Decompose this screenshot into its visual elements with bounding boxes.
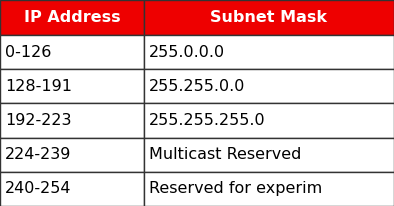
Bar	[144, 35, 394, 69]
Bar	[144, 103, 394, 138]
Bar	[0, 103, 144, 138]
Text: 255.0.0.0: 255.0.0.0	[149, 45, 225, 60]
Text: 0-126: 0-126	[5, 45, 51, 60]
Text: IP Address: IP Address	[24, 10, 120, 25]
Text: 255.255.255.0: 255.255.255.0	[149, 113, 266, 128]
Text: Multicast Reserved: Multicast Reserved	[149, 147, 301, 162]
Bar	[0, 0, 144, 35]
Text: 224-239: 224-239	[5, 147, 71, 162]
Bar	[0, 172, 144, 206]
Text: 255.255.0.0: 255.255.0.0	[149, 79, 245, 94]
Text: 240-254: 240-254	[5, 181, 71, 196]
Bar	[144, 69, 394, 103]
Bar	[144, 138, 394, 172]
Bar	[144, 0, 394, 35]
Bar	[0, 35, 144, 69]
Bar	[0, 69, 144, 103]
Text: 128-191: 128-191	[5, 79, 72, 94]
Text: 192-223: 192-223	[5, 113, 71, 128]
Text: Subnet Mask: Subnet Mask	[210, 10, 327, 25]
Bar	[144, 172, 394, 206]
Text: Reserved for experim: Reserved for experim	[149, 181, 322, 196]
Bar	[0, 138, 144, 172]
